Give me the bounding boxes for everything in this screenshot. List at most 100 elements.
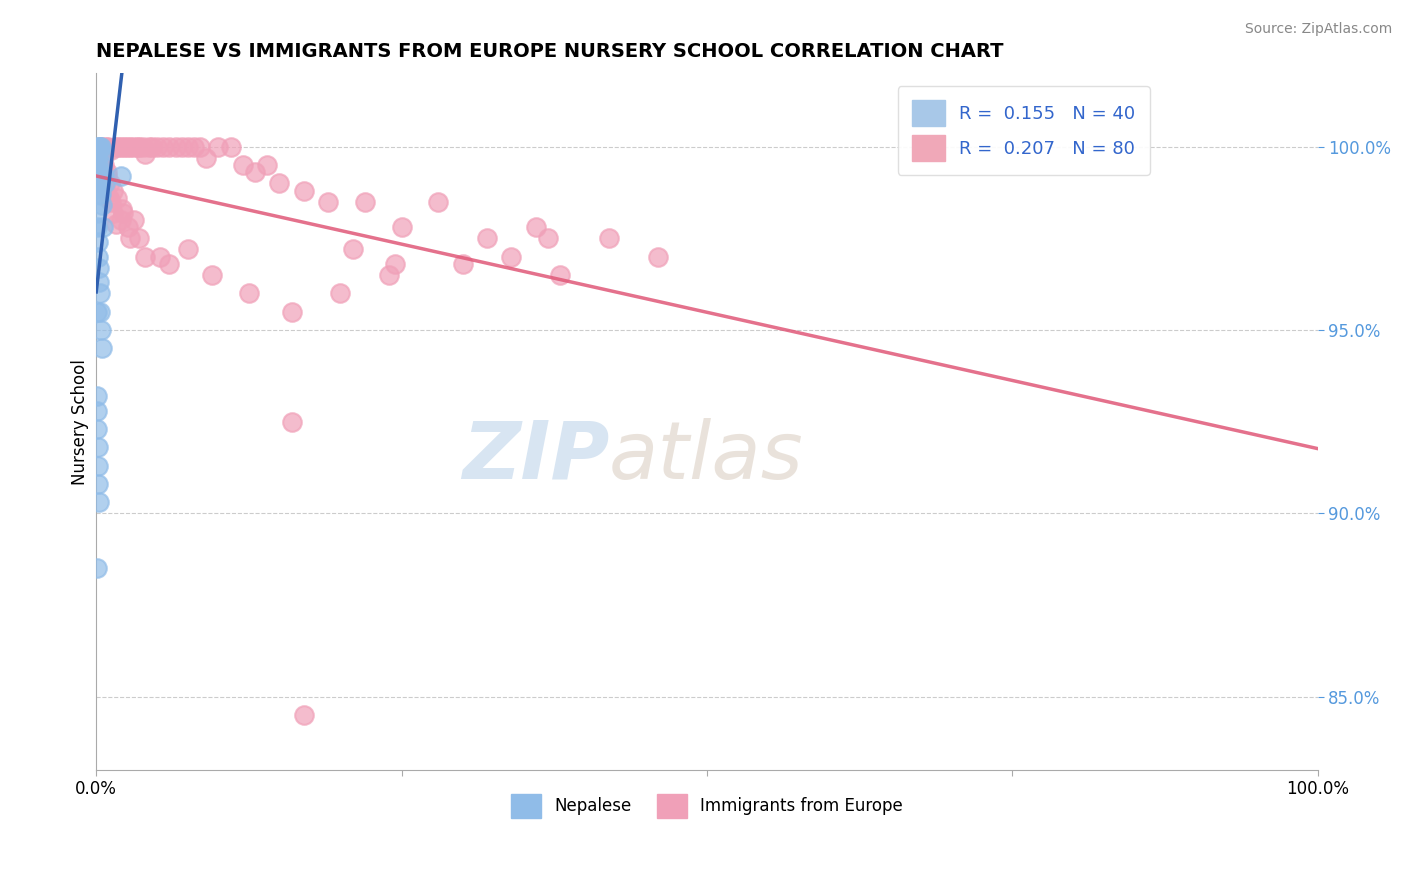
Point <box>86 165 108 179</box>
Point <box>89 140 111 154</box>
Point <box>451 257 474 271</box>
Point <box>647 250 669 264</box>
Point <box>165 140 187 154</box>
Point <box>112 205 135 219</box>
Point <box>115 140 138 154</box>
Point <box>141 140 163 154</box>
Point <box>91 140 114 154</box>
Point <box>232 158 254 172</box>
Text: ZIP: ZIP <box>461 417 609 496</box>
Point <box>90 177 112 191</box>
Point <box>86 158 108 172</box>
Legend: Nepalese, Immigrants from Europe: Nepalese, Immigrants from Europe <box>505 788 910 824</box>
Point <box>354 194 377 209</box>
Point <box>89 286 111 301</box>
Point <box>103 140 125 154</box>
Point <box>91 169 114 183</box>
Point <box>170 140 193 154</box>
Point <box>90 151 112 165</box>
Point <box>87 495 110 509</box>
Point <box>110 213 132 227</box>
Point <box>292 708 315 723</box>
Point <box>378 268 401 282</box>
Point <box>90 187 112 202</box>
Point <box>110 140 132 154</box>
Point <box>177 243 200 257</box>
Point <box>125 140 148 154</box>
Point <box>89 276 111 290</box>
Point <box>128 231 150 245</box>
Point <box>86 422 108 436</box>
Point <box>90 180 112 194</box>
Point <box>94 180 117 194</box>
Point <box>89 147 111 161</box>
Point <box>188 140 211 154</box>
Point <box>128 140 150 154</box>
Point <box>152 140 174 154</box>
Point <box>93 169 115 183</box>
Point <box>537 231 560 245</box>
Point <box>195 151 218 165</box>
Point <box>86 389 108 403</box>
Point <box>105 217 128 231</box>
Point <box>131 140 153 154</box>
Point <box>101 205 124 219</box>
Point <box>342 243 364 257</box>
Point <box>105 191 128 205</box>
Point <box>86 403 108 417</box>
Point <box>98 191 121 205</box>
Point <box>120 231 142 245</box>
Point <box>86 441 108 455</box>
Point <box>86 304 108 318</box>
Point <box>159 257 181 271</box>
Point <box>177 140 200 154</box>
Point <box>256 158 278 172</box>
Point <box>159 140 181 154</box>
Point <box>96 165 118 179</box>
Point <box>598 231 620 245</box>
Point <box>269 177 291 191</box>
Point <box>427 194 450 209</box>
Point <box>384 257 406 271</box>
Point <box>550 268 572 282</box>
Point <box>90 323 112 337</box>
Point <box>87 477 110 491</box>
Point <box>87 235 110 249</box>
Point <box>316 194 339 209</box>
Point <box>117 220 139 235</box>
Point <box>91 220 114 235</box>
Y-axis label: Nursery School: Nursery School <box>72 359 89 484</box>
Point <box>146 140 169 154</box>
Point <box>96 169 118 183</box>
Point <box>86 147 108 161</box>
Point <box>524 220 547 235</box>
Point <box>90 342 112 356</box>
Point <box>91 158 114 172</box>
Point <box>280 304 302 318</box>
Text: atlas: atlas <box>609 417 804 496</box>
Point <box>91 198 114 212</box>
Point <box>89 304 111 318</box>
Point <box>89 187 111 202</box>
Point <box>121 140 143 154</box>
Point <box>100 194 122 209</box>
Point <box>501 250 523 264</box>
Point <box>238 286 260 301</box>
Point <box>98 177 121 191</box>
Point <box>112 140 135 154</box>
Point <box>207 140 229 154</box>
Point <box>243 165 266 179</box>
Point <box>107 140 129 154</box>
Point <box>87 161 110 176</box>
Point <box>149 250 172 264</box>
Point <box>201 268 224 282</box>
Point <box>97 140 120 154</box>
Point <box>134 250 156 264</box>
Point <box>94 140 117 154</box>
Point <box>280 415 302 429</box>
Point <box>87 250 110 264</box>
Point <box>94 177 117 191</box>
Point <box>86 205 108 219</box>
Point <box>329 286 352 301</box>
Point <box>219 140 242 154</box>
